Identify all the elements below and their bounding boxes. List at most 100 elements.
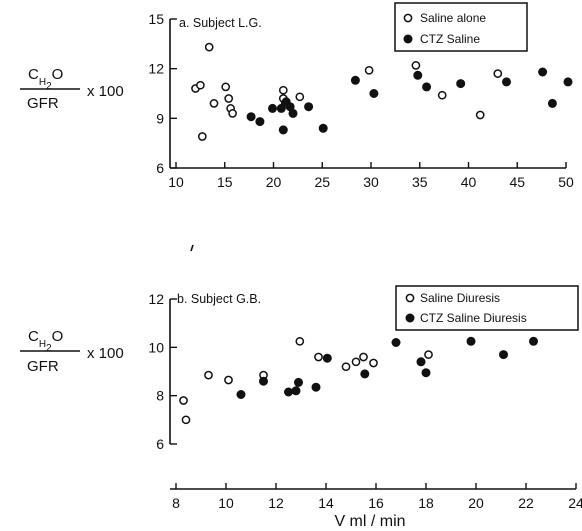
panel-a-point-open	[475, 110, 485, 120]
panel-b-ylabel-suffix: x 100	[87, 345, 124, 362]
panel-b-point-filled	[391, 338, 401, 347]
panel-a-point-open	[224, 94, 234, 103]
panel-b-points	[179, 336, 538, 425]
panel-a-point-filled	[246, 112, 256, 122]
panel-b-point-filled	[294, 377, 303, 387]
panel-a-point-filled	[422, 82, 432, 92]
panel-b-point-open	[224, 375, 233, 385]
panel-a-point-open	[364, 65, 374, 75]
panel-a-point-filled	[278, 125, 288, 135]
panel-a-ylabel-numerator: CH2O	[28, 66, 63, 92]
panel-b-point-filled	[259, 376, 268, 386]
panel-b-point-open	[179, 396, 188, 405]
panel-a-point-filled	[288, 108, 298, 118]
panel-b-legend-label-1: Saline Diuresis	[420, 291, 500, 305]
panel-a-y-tick-label: 6	[156, 160, 164, 176]
panel-b-point-open	[204, 370, 213, 380]
panel-a-point-open	[221, 82, 231, 92]
panel-b-point-filled	[291, 386, 301, 396]
panel-b-x-tick-label: 18	[418, 495, 434, 511]
panel-a-point-open	[197, 132, 207, 141]
panel-a-y-tick-label: 12	[148, 61, 164, 77]
panel-b-point-filled	[284, 387, 293, 397]
panel-a-title: a. Subject L.G.	[179, 16, 262, 30]
panel-b-legend-label-2: CTZ Saline Diuresis	[420, 311, 527, 325]
panel-b-legend-box	[395, 285, 579, 331]
panel-a-point-open	[209, 99, 219, 108]
panel-a-x-tick-label: 40	[461, 174, 477, 190]
panel-a-point-filled	[268, 103, 277, 113]
panel-a-x-tick-label: 10	[168, 174, 184, 190]
panel-a-point-open	[196, 80, 205, 90]
panel-b-x-tick-label: 24	[568, 495, 582, 511]
panel-a-x-tick-label: 45	[509, 174, 525, 190]
panel-b-point-filled	[360, 369, 370, 379]
panel-a-point-filled	[350, 75, 360, 85]
panel-a-point-filled	[304, 102, 314, 112]
panel-a-ticks	[170, 18, 567, 169]
panel-a-legend-label-2: CTZ Saline	[420, 32, 480, 46]
panel-a-x-tick-label: 25	[314, 174, 330, 190]
panel-b-title: b. Subject G.B.	[177, 292, 261, 306]
panel-a-x-tick-label: 15	[217, 174, 233, 190]
panel-b-point-filled	[416, 357, 426, 367]
panel-a-point-filled	[538, 67, 548, 77]
panel-b-point-open	[314, 352, 323, 362]
panel-b-point-filled	[421, 368, 431, 378]
panel-a-point-filled	[502, 77, 511, 87]
panel-a-ylabel-suffix: x 100	[87, 83, 124, 100]
panel-b-point-open	[351, 357, 361, 367]
panel-a-legend-label-1: Saline alone	[420, 11, 486, 25]
panel-b-point-open	[295, 336, 305, 346]
panel-a-point-filled	[369, 89, 379, 98]
panel-a-point-open	[228, 109, 237, 118]
panel-a-legend-marker-open	[403, 13, 413, 23]
panel-a-x-tick-label: 20	[266, 174, 282, 190]
panel-b-point-open	[341, 362, 351, 372]
panel-b-x-tick-label: 8	[172, 495, 180, 511]
panel-a: 10 15 20 25 30 35 40 45 50 6 9 12 15 a. Subject L.G.…	[20, 2, 574, 190]
panel-a-x-tick-label: 35	[412, 174, 428, 190]
panel-a-point-open	[204, 42, 214, 52]
panel-b-tick-labels: 8 10 12 14 16 18 20 22 24 6 8 10 12	[148, 291, 582, 511]
panel-a-x-tick-label: 30	[363, 174, 379, 190]
panel-b-point-open	[359, 352, 368, 362]
panel-a-y-tick-label: 9	[156, 110, 164, 126]
panel-b-x-tick-label: 16	[368, 495, 384, 511]
panel-a-y-tick-label: 15	[148, 11, 164, 27]
panel-b-y-tick-label: 6	[156, 436, 164, 452]
panel-a-point-filled	[276, 103, 286, 113]
panel-b-legend: Saline Diuresis CTZ Saline Diuresis	[395, 285, 579, 331]
panel-b-ylabel-denominator: GFR	[27, 358, 59, 375]
panel-b-x-tick-label: 14	[318, 495, 334, 511]
panel-b-x-label: V ml / min	[334, 513, 405, 530]
panel-b-point-filled	[311, 382, 321, 392]
panel-b-point-filled	[499, 350, 508, 360]
panel-a-point-filled	[547, 98, 557, 108]
panel-b-point-filled	[529, 336, 538, 346]
panel-b-x-tick-label: 22	[518, 495, 534, 511]
panel-a-point-open	[493, 69, 503, 78]
stray-mark	[190, 244, 194, 252]
panel-a-point-open	[411, 61, 421, 70]
panel-b-point-open	[369, 358, 378, 368]
panel-b-y-tick-label: 12	[148, 291, 164, 307]
panel-a-point-filled	[563, 77, 573, 87]
panel-b-ticks	[170, 298, 577, 489]
panel-a-point-open	[295, 92, 305, 102]
panel-a-point-filled	[318, 123, 328, 133]
panel-a-point-open	[437, 90, 447, 100]
panel-a-tick-labels: 10 15 20 25 30 35 40 45 50 6 9 12 15	[148, 11, 574, 190]
panel-b-legend-marker-open	[405, 293, 415, 303]
panel-b-x-tick-label: 20	[468, 495, 484, 511]
panel-b-x-tick-label: 12	[268, 495, 284, 511]
panel-b-x-tick-label: 10	[218, 495, 234, 511]
panel-a-point-filled	[255, 117, 265, 127]
panel-b-point-open	[181, 415, 191, 425]
panel-b-y-tick-label: 8	[156, 388, 164, 404]
panel-a-point-filled	[456, 79, 466, 89]
panel-a-legend-box	[394, 2, 528, 52]
panel-b-legend-marker-filled	[405, 313, 415, 323]
